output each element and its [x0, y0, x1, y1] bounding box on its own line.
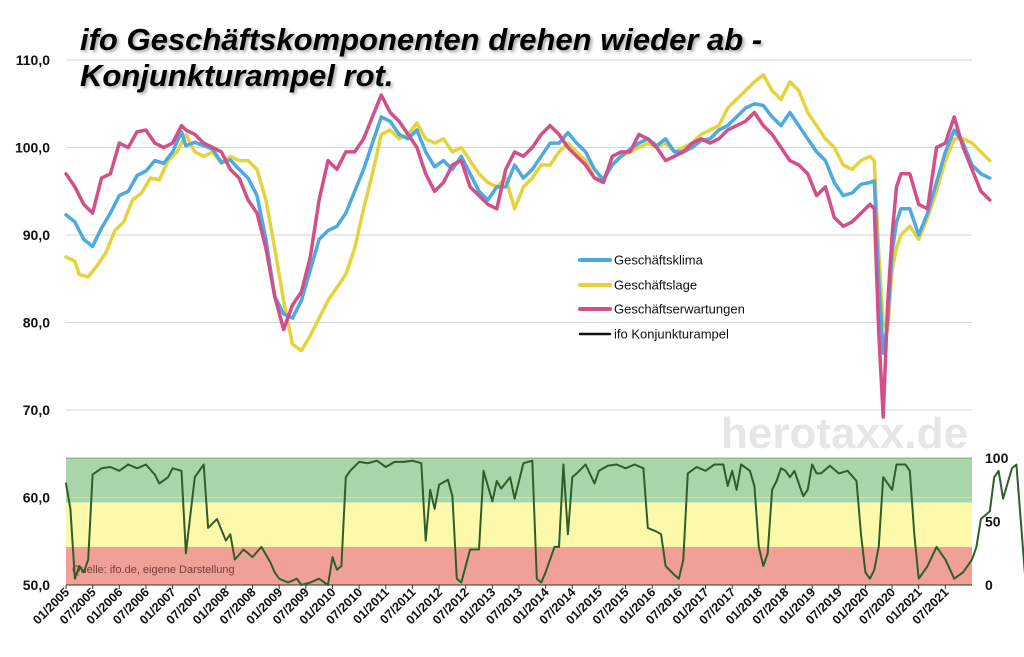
y-tick-left: 70,0	[23, 402, 50, 418]
zone-red	[66, 546, 972, 585]
y-tick-right: 0	[985, 577, 993, 593]
series-line-4	[65, 459, 1024, 586]
chart-title-line-2: Konjunkturampel rot.	[80, 58, 394, 93]
watermark: herotaxx.de	[721, 409, 968, 458]
y-tick-left: 80,0	[23, 315, 50, 331]
legend-label: Geschäftsklima	[614, 253, 704, 268]
legend-label: Geschäftserwartungen	[614, 302, 745, 317]
y-tick-left: 100,0	[15, 140, 50, 156]
legend-label: ifo Konjunkturampel	[614, 327, 729, 342]
y-tick-left: 90,0	[23, 227, 50, 243]
legend-label: Geschäftslage	[614, 278, 697, 293]
source-note: Quelle: ifo.de, eigene Darstellung	[72, 564, 235, 576]
y-tick-left: 60,0	[23, 490, 50, 506]
series-line-1	[64, 102, 992, 355]
zone-yellow	[66, 502, 972, 547]
series-line-3	[64, 93, 992, 419]
chart-title-line-1: ifo Geschäftskomponenten drehen wieder a…	[80, 22, 763, 57]
y-tick-right: 100	[985, 450, 1009, 466]
y-tick-right: 50	[985, 514, 1001, 530]
y-tick-left: 50,0	[23, 577, 50, 593]
y-tick-left: 110,0	[16, 52, 50, 68]
series-line-2	[64, 73, 992, 353]
chart-title: ifo Geschäftskomponenten drehen wieder a…	[80, 22, 762, 94]
